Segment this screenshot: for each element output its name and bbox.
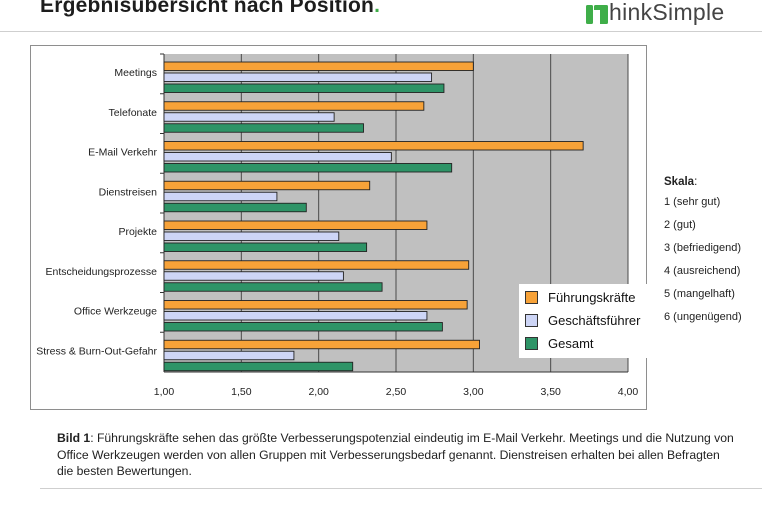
bar-geschaeftsfuehrer-stress-burn-out-gefahr bbox=[163, 350, 295, 361]
caption-label: Bild 1 bbox=[57, 431, 91, 445]
x-tick-label: 1,00 bbox=[154, 386, 175, 398]
legend-swatch-geschaeftsfuehrer bbox=[525, 314, 538, 327]
logo: hinkSimple bbox=[586, 0, 725, 24]
figure-caption: Bild 1: Führungskräfte sehen das größte … bbox=[57, 430, 737, 480]
x-tick-label: 2,50 bbox=[386, 386, 407, 398]
x-tick-label: 3,00 bbox=[463, 386, 484, 398]
rating-scale: Skala: 1 (sehr gut) 2 (gut) 3 (befriedig… bbox=[664, 176, 762, 333]
bar-gesamt-dienstreisen bbox=[163, 202, 307, 213]
category-label: Dienstreisen bbox=[99, 186, 158, 198]
category-label: Projekte bbox=[118, 226, 157, 238]
bar-geschaeftsfuehrer-dienstreisen bbox=[163, 191, 278, 202]
category-label: Stress & Burn-Out-Gefahr bbox=[36, 345, 157, 357]
logo-text: hinkSimple bbox=[609, 0, 725, 25]
category-label: E-Mail Verkehr bbox=[88, 147, 157, 159]
x-tick-label: 1,50 bbox=[231, 386, 252, 398]
scale-title-colon: : bbox=[694, 176, 698, 188]
legend-item-gesamt: Gesamt bbox=[525, 332, 653, 355]
bar-geschaeftsfuehrer-meetings bbox=[163, 72, 433, 82]
category-label: Telefonate bbox=[109, 107, 158, 119]
bar-fuehrungskraefte-e-mail-verkehr bbox=[163, 141, 584, 151]
bar-gesamt-stress-burn-out-gefahr bbox=[163, 361, 354, 372]
caption-text: : Führungskräfte sehen das größte Verbes… bbox=[57, 431, 734, 478]
x-tick-label: 3,50 bbox=[540, 386, 561, 398]
bar-gesamt-office-werkzeuge bbox=[163, 322, 443, 332]
legend-label-gesamt: Gesamt bbox=[548, 336, 594, 351]
bar-fuehrungskraefte-stress-burn-out-gefahr bbox=[163, 339, 480, 350]
header-divider bbox=[0, 31, 762, 32]
bar-fuehrungskraefte-dienstreisen bbox=[163, 180, 371, 191]
scale-title-text: Skala bbox=[664, 176, 695, 188]
footer-divider bbox=[40, 488, 762, 489]
bar-fuehrungskraefte-telefonate bbox=[163, 101, 425, 111]
category-label: Meetings bbox=[114, 67, 157, 79]
bar-geschaeftsfuehrer-telefonate bbox=[163, 112, 335, 122]
bar-gesamt-e-mail-verkehr bbox=[163, 163, 453, 173]
category-label: Entscheidungsprozesse bbox=[46, 266, 158, 278]
legend-swatch-gesamt bbox=[525, 337, 538, 350]
bar-fuehrungskraefte-entscheidungsprozesse bbox=[163, 260, 470, 270]
scale-item: 3 (befriedigend) bbox=[664, 242, 742, 254]
legend-label-fuehrungskraefte: Führungskräfte bbox=[548, 290, 636, 305]
legend-item-fuehrungskraefte: Führungskräfte bbox=[525, 286, 653, 309]
scale-item: 4 (ausreichend) bbox=[664, 265, 741, 277]
x-tick-label: 2,00 bbox=[308, 386, 329, 398]
chart-legend: Führungskräfte Geschäftsführer Gesamt bbox=[519, 284, 659, 358]
chart-frame: 1,00 1,50 2,00 2,50 3,00 3,50 4,00 Meetings Tele… bbox=[30, 45, 659, 410]
scale-item: 1 (sehr gut) bbox=[664, 196, 721, 208]
category-label: Office Werkzeuge bbox=[74, 306, 157, 318]
x-tick-label: 4,00 bbox=[618, 386, 639, 398]
bar-fuehrungskraefte-office-werkzeuge bbox=[163, 300, 468, 310]
bar-gesamt-telefonate bbox=[163, 123, 364, 133]
bar-gesamt-entscheidungsprozesse bbox=[163, 282, 383, 292]
bar-gesamt-meetings bbox=[163, 83, 445, 93]
bar-fuehrungskraefte-projekte bbox=[163, 220, 428, 230]
bar-geschaeftsfuehrer-e-mail-verkehr bbox=[163, 152, 392, 162]
legend-label-geschaeftsfuehrer: Geschäftsführer bbox=[548, 313, 641, 328]
bar-fuehrungskraefte-meetings bbox=[163, 61, 474, 71]
page-title-text: Ergebnisübersicht nach Position bbox=[40, 0, 375, 17]
bar-gesamt-projekte bbox=[163, 242, 368, 252]
legend-item-geschaeftsfuehrer: Geschäftsführer bbox=[525, 309, 653, 332]
scale-item: 2 (gut) bbox=[664, 219, 696, 231]
page-title: Ergebnisübersicht nach Position. bbox=[40, 0, 380, 18]
thinksimple-logo-icon bbox=[586, 2, 608, 24]
bar-geschaeftsfuehrer-entscheidungsprozesse bbox=[163, 271, 344, 281]
scale-title: Skala: bbox=[664, 176, 762, 188]
scale-item: 6 (ungenügend) bbox=[664, 311, 742, 323]
scale-item: 5 (mangelhaft) bbox=[664, 288, 735, 300]
bar-geschaeftsfuehrer-projekte bbox=[163, 231, 340, 241]
page-title-dot: . bbox=[374, 0, 381, 17]
bar-geschaeftsfuehrer-office-werkzeuge bbox=[163, 311, 428, 321]
legend-swatch-fuehrungskraefte bbox=[525, 291, 538, 304]
